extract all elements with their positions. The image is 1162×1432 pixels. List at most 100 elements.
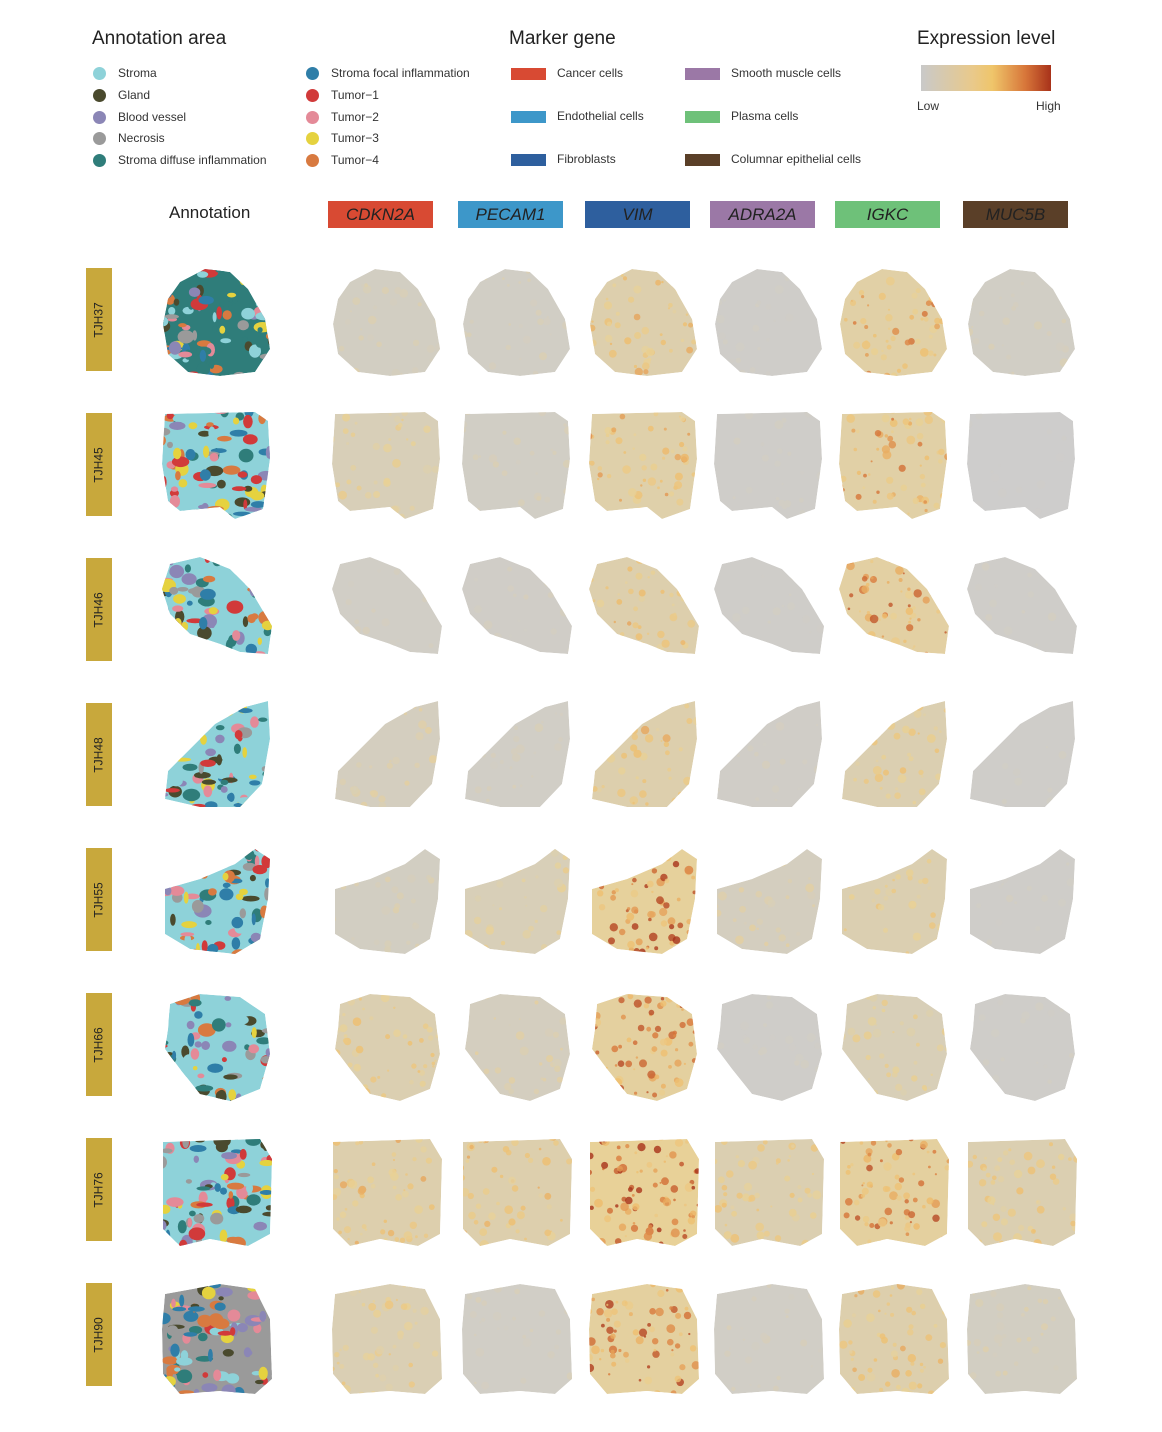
annotation-legend-label: Tumor−2 bbox=[331, 109, 379, 124]
expression-map-vim bbox=[592, 849, 697, 954]
expression-map-igkc bbox=[840, 1139, 949, 1246]
sample-id-label: TJH46 bbox=[92, 591, 106, 628]
expression-map-adra2a bbox=[717, 849, 822, 954]
expression-map-adra2a bbox=[714, 412, 822, 519]
marker-legend-label: Columnar epithelial cells bbox=[731, 152, 862, 166]
annotation-map bbox=[162, 1284, 272, 1394]
expression-map-adra2a bbox=[714, 1284, 824, 1394]
expression-map-igkc bbox=[842, 849, 947, 954]
expression-map-cdkn2a bbox=[333, 269, 440, 376]
expression-map-igkc bbox=[839, 1284, 949, 1394]
marker-legend-label: Cancer cells bbox=[557, 66, 624, 80]
expression-map-pecam1 bbox=[463, 269, 570, 376]
sample-tag: TJH76 bbox=[86, 1138, 112, 1241]
expression-map-muc5b bbox=[970, 849, 1075, 954]
annotation-map bbox=[163, 1139, 272, 1246]
sample-id-label: TJH66 bbox=[92, 1026, 106, 1063]
sample-tag: TJH48 bbox=[86, 703, 112, 806]
marker-legend-swatch bbox=[685, 68, 720, 80]
expression-map-adra2a bbox=[717, 994, 822, 1101]
sample-id-label: TJH45 bbox=[92, 446, 106, 483]
expression-map-pecam1 bbox=[462, 557, 572, 654]
expression-map-igkc bbox=[842, 994, 947, 1101]
marker-legend-swatch bbox=[511, 154, 546, 166]
expression-map-igkc bbox=[840, 269, 947, 376]
sample-tag: TJH37 bbox=[86, 268, 112, 371]
annotation-legend-swatch bbox=[93, 88, 106, 102]
annotation-map bbox=[163, 269, 270, 376]
expression-map-pecam1 bbox=[463, 1139, 572, 1246]
sample-tag: TJH90 bbox=[86, 1283, 112, 1386]
expression-map-adra2a bbox=[715, 269, 822, 376]
expression-map-pecam1 bbox=[465, 701, 570, 807]
gene-header-adra2a: ADRA2A bbox=[710, 201, 815, 228]
marker-legend-swatch bbox=[685, 111, 720, 123]
expression-map-cdkn2a bbox=[332, 412, 440, 519]
marker-legend-label: Plasma cells bbox=[731, 109, 799, 123]
annotation-legend-label: Blood vessel bbox=[118, 109, 187, 124]
expression-map-igkc bbox=[839, 412, 947, 519]
sample-tag: TJH46 bbox=[86, 558, 112, 661]
expression-map-cdkn2a bbox=[335, 994, 440, 1101]
annotation-legend-label: Gland bbox=[118, 87, 151, 102]
expression-map-adra2a bbox=[717, 701, 822, 807]
expression-map-vim bbox=[589, 557, 699, 654]
expression-legend-title: Expression level bbox=[917, 28, 1056, 49]
expression-map-cdkn2a bbox=[332, 1284, 442, 1394]
expression-map-adra2a bbox=[715, 1139, 824, 1246]
expression-map-muc5b bbox=[968, 269, 1075, 376]
expression-map-adra2a bbox=[714, 557, 824, 654]
expression-high-label: High bbox=[1036, 99, 1061, 113]
expression-low-label: Low bbox=[917, 99, 940, 113]
annotation-map bbox=[162, 412, 270, 519]
sample-tag: TJH45 bbox=[86, 413, 112, 516]
gene-header-igkc: IGKC bbox=[835, 201, 940, 228]
annotation-legend-swatch bbox=[306, 110, 319, 124]
gene-header-pecam1: PECAM1 bbox=[458, 201, 563, 228]
sample-id-label: TJH90 bbox=[92, 1316, 106, 1353]
expression-map-vim bbox=[589, 412, 697, 519]
expression-map-vim bbox=[590, 269, 697, 376]
marker-legend-swatch bbox=[685, 154, 720, 166]
expression-gradient-bar bbox=[921, 65, 1051, 91]
marker-legend-swatch bbox=[511, 111, 546, 123]
expression-map-cdkn2a bbox=[335, 849, 440, 954]
annotation-legend-swatch bbox=[306, 132, 319, 146]
expression-map-muc5b bbox=[967, 557, 1077, 654]
annotation-legend-label: Tumor−3 bbox=[331, 131, 379, 146]
annotation-legend-label: Tumor−1 bbox=[331, 87, 379, 102]
expression-map-cdkn2a bbox=[335, 701, 440, 807]
expression-map-pecam1 bbox=[462, 412, 570, 519]
annotation-legend-title: Annotation area bbox=[92, 28, 227, 49]
annotation-legend-swatch bbox=[306, 88, 319, 102]
sample-id-label: TJH55 bbox=[92, 881, 106, 918]
expression-map-pecam1 bbox=[465, 849, 570, 954]
marker-legend-label: Endothelial cells bbox=[557, 109, 644, 123]
annotation-legend-swatch bbox=[93, 132, 106, 146]
annotation-legend-swatch bbox=[93, 67, 106, 80]
annotation-legend-label: Necrosis bbox=[118, 131, 165, 146]
annotation-legend-label: Stroma diffuse inflammation bbox=[118, 153, 267, 168]
annotation-map bbox=[165, 994, 270, 1101]
annotation-legend-label: Stroma bbox=[118, 66, 157, 80]
annotation-map bbox=[165, 701, 270, 807]
annotation-column-header: Annotation bbox=[169, 203, 251, 222]
annotation-legend-label: Stroma focal inflammation bbox=[331, 66, 470, 80]
marker-legend-swatch bbox=[511, 68, 546, 80]
sample-tag: TJH55 bbox=[86, 848, 112, 951]
marker-legend-label: Smooth muscle cells bbox=[731, 66, 842, 80]
expression-map-vim bbox=[590, 1139, 699, 1246]
annotation-map bbox=[165, 849, 270, 954]
sample-id-label: TJH48 bbox=[92, 736, 106, 773]
expression-map-muc5b bbox=[970, 701, 1075, 807]
expression-map-muc5b bbox=[967, 412, 1075, 519]
expression-map-muc5b bbox=[970, 994, 1075, 1101]
annotation-legend-swatch bbox=[93, 154, 106, 168]
sample-id-label: TJH76 bbox=[92, 1171, 106, 1208]
expression-map-muc5b bbox=[967, 1284, 1077, 1394]
expression-map-vim bbox=[589, 1284, 699, 1394]
expression-map-muc5b bbox=[968, 1139, 1077, 1246]
expression-map-cdkn2a bbox=[332, 557, 442, 654]
expression-map-pecam1 bbox=[462, 1284, 572, 1394]
marker-legend-title: Marker gene bbox=[509, 28, 616, 49]
